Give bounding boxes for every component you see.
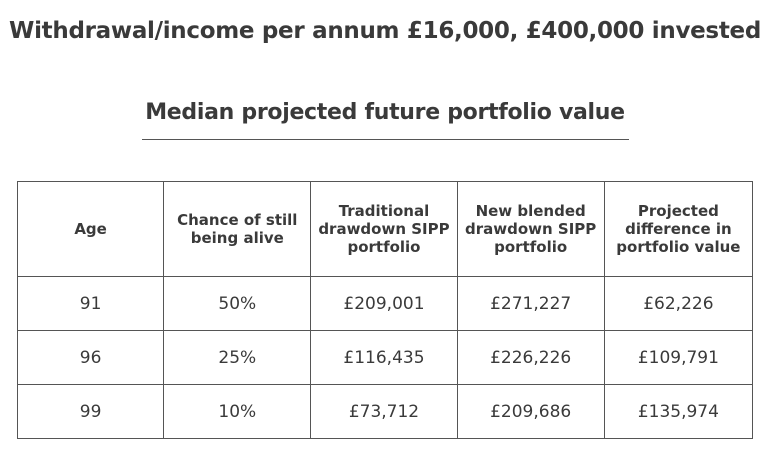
cell-chance: 50% bbox=[163, 276, 312, 331]
cell-difference: £109,791 bbox=[603, 330, 754, 385]
table-row: 96 25% £116,435 £226,226 £109,791 bbox=[16, 330, 754, 385]
cell-traditional: £116,435 bbox=[310, 330, 458, 385]
projection-table: Age Chance of still being alive Traditio… bbox=[16, 181, 754, 439]
cell-chance: 25% bbox=[163, 330, 312, 385]
cell-age: 91 bbox=[16, 276, 165, 331]
cell-blended: £226,226 bbox=[456, 330, 605, 385]
header-difference: Projected difference in portfolio value bbox=[603, 181, 754, 277]
cell-traditional: £73,712 bbox=[310, 384, 458, 439]
cell-chance: 10% bbox=[163, 384, 312, 439]
header-traditional: Traditional drawdown SIPP portfolio bbox=[310, 181, 458, 277]
table-row: 91 50% £209,001 £271,227 £62,226 bbox=[16, 276, 754, 331]
subtitle-underline bbox=[142, 139, 629, 140]
cell-difference: £135,974 bbox=[603, 384, 754, 439]
cell-age: 99 bbox=[16, 384, 165, 439]
cell-age: 96 bbox=[16, 330, 165, 385]
table-row: 99 10% £73,712 £209,686 £135,974 bbox=[16, 384, 754, 439]
cell-blended: £271,227 bbox=[456, 276, 605, 331]
cell-blended: £209,686 bbox=[456, 384, 605, 439]
cell-difference: £62,226 bbox=[603, 276, 754, 331]
table-subtitle: Median projected future portfolio value bbox=[145, 100, 625, 125]
cell-traditional: £209,001 bbox=[310, 276, 458, 331]
header-chance-alive: Chance of still being alive bbox=[163, 181, 312, 277]
table-header-row: Age Chance of still being alive Traditio… bbox=[16, 181, 754, 277]
header-blended: New blended drawdown SIPP portfolio bbox=[456, 181, 605, 277]
header-age: Age bbox=[16, 181, 165, 277]
page-title: Withdrawal/income per annum £16,000, £40… bbox=[9, 18, 761, 44]
